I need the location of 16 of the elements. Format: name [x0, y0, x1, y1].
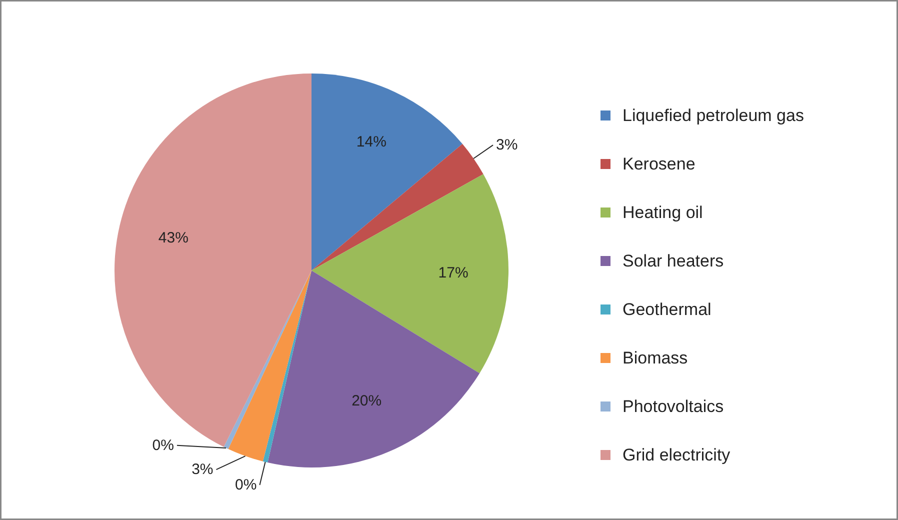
legend-label: Kerosene	[622, 154, 696, 174]
data-label: 43%	[158, 230, 188, 247]
data-label: 20%	[352, 392, 382, 410]
data-label: 14%	[356, 133, 386, 150]
legend-label: Liquefied petroleum gas	[622, 106, 804, 125]
legend-label: Heating oil	[622, 203, 703, 222]
legend-label: Geothermal	[622, 300, 712, 319]
legend-label: Grid electricity	[622, 446, 731, 464]
data-label: 0%	[152, 436, 174, 454]
data-label: 0%	[235, 476, 257, 494]
data-label: 3%	[192, 461, 214, 478]
legend-label: Biomass	[622, 348, 688, 368]
legend-label: Photovoltaics	[622, 397, 724, 416]
data-label: 17%	[438, 264, 468, 282]
data-label: 3%	[496, 136, 518, 154]
legend-label: Solar heaters	[622, 252, 724, 270]
